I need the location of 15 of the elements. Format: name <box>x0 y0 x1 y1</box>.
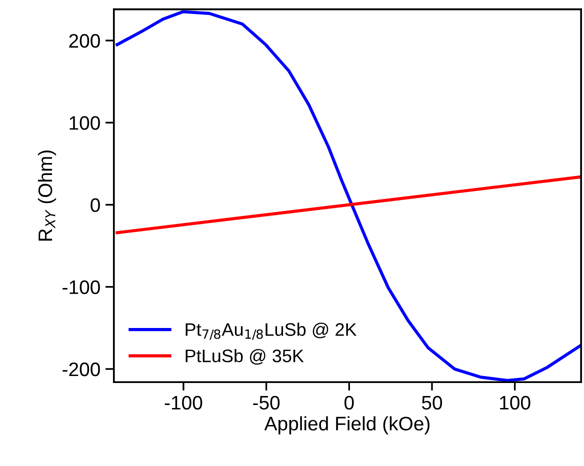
x-tick-label: 100 <box>500 396 530 410</box>
x-tick-label: 50 <box>422 396 442 410</box>
line-series <box>116 10 582 382</box>
y-tick-label: -100 <box>62 280 100 294</box>
x-tick-label: -50 <box>253 396 280 410</box>
y-axis-title: R$_{XY}$ (Ohm) <box>38 150 56 241</box>
legend-label: Pt$_{7/8}$Au$_{1/8}$LuSb @ 2K <box>186 322 357 340</box>
y-tick-label: 100 <box>70 116 100 130</box>
x-tick-label: -100 <box>164 396 202 410</box>
x-axis-title: Applied Field (kOe) <box>264 416 430 434</box>
y-tick-label: 0 <box>90 198 100 212</box>
legend-label: PtLuSb @ 35K <box>186 349 304 365</box>
x-tick-label: 0 <box>344 396 354 410</box>
y-tick-label: 200 <box>69 34 100 48</box>
y-tick-label: -200 <box>62 362 100 376</box>
